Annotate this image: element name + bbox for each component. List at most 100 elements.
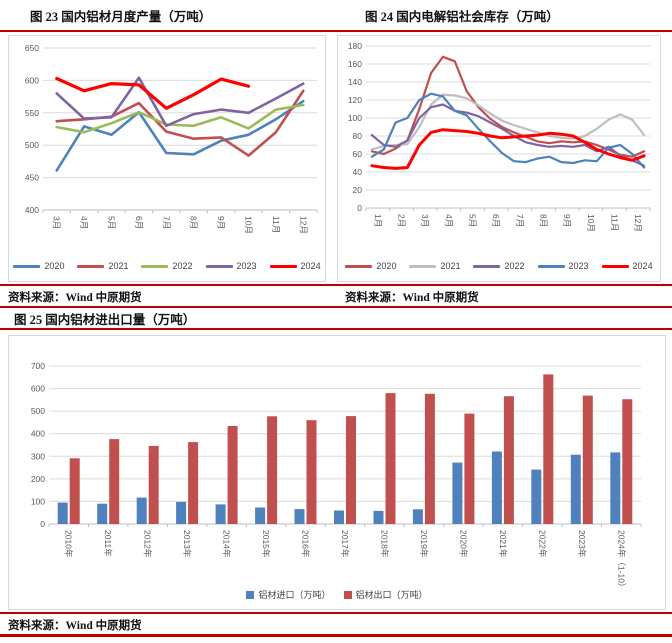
figure-titles-row: 图 23 国内铝材月度产量（万吨） 图 24 国内电解铝社会库存（万吨）: [0, 0, 672, 30]
svg-text:2017年: 2017年: [340, 530, 350, 558]
svg-text:500: 500: [25, 140, 39, 150]
bar-铝材进口（万吨）: [491, 451, 502, 524]
bar-铝材进口（万吨）: [215, 504, 226, 524]
bar-铝材进口（万吨）: [610, 452, 621, 524]
divider-top: [0, 30, 672, 32]
bar-铝材出口（万吨）: [109, 439, 120, 524]
svg-text:11月: 11月: [271, 216, 281, 233]
series-line-2024: [55, 76, 251, 110]
bar-铝材出口（万吨）: [385, 393, 396, 524]
bar-铝材出口（万吨）: [582, 395, 593, 524]
series-line-2024: [370, 128, 646, 170]
svg-text:8月: 8月: [539, 214, 549, 227]
bar-铝材进口（万吨）: [334, 510, 344, 524]
fig23-chart: 400 450 500 550 600 650 3月 4月 5月 6月 7月 8月 9月 10月 11月 12…: [8, 35, 326, 282]
svg-text:500: 500: [31, 406, 45, 416]
source-fig24: 资料来源：Wind 中原期货: [345, 291, 479, 304]
svg-text:2月: 2月: [397, 214, 407, 227]
svg-text:200: 200: [31, 474, 45, 484]
series-line-2020: [370, 55, 646, 158]
series-line-2023: [55, 76, 305, 128]
svg-text:9月: 9月: [216, 216, 226, 229]
divider-mid-1: [0, 284, 672, 286]
svg-text:2018年: 2018年: [380, 530, 390, 558]
svg-text:100: 100: [348, 113, 362, 123]
bar-铝材出口（万吨）: [464, 413, 475, 524]
bar-铝材进口（万吨）: [294, 509, 305, 524]
svg-text:140: 140: [348, 77, 362, 87]
svg-text:0: 0: [357, 203, 362, 213]
svg-text:1月: 1月: [373, 214, 383, 227]
svg-text:8月: 8月: [189, 216, 199, 229]
divider-bottom-2: [0, 634, 672, 637]
svg-text:600: 600: [31, 384, 45, 394]
bar-铝材进口（万吨）: [57, 502, 68, 524]
svg-text:40: 40: [353, 167, 363, 177]
fig24-chart: 0 20 40 60 80 100 120 140 160 180 1月 2月 3月 4月 5月 6月 7月 8月…: [337, 35, 661, 282]
series-line-2022: [55, 103, 305, 134]
svg-text:2016年: 2016年: [301, 530, 311, 558]
svg-text:4月: 4月: [444, 214, 454, 227]
svg-text:3月: 3月: [420, 214, 430, 227]
svg-text:20: 20: [353, 185, 363, 195]
svg-text:2020年: 2020年: [458, 530, 468, 558]
svg-text:11月: 11月: [610, 214, 620, 231]
fig25-title: 图 25 国内铝材进出口量（万吨）: [14, 312, 196, 327]
bar-铝材出口（万吨）: [543, 374, 554, 524]
svg-text:12月: 12月: [298, 216, 308, 234]
svg-text:2011年: 2011年: [103, 530, 113, 557]
divider-bottom-1: [0, 612, 672, 614]
fig25-chart: 0 100 200 300 400 500 600 700 2010年 2011年 2012年 201…: [8, 335, 666, 610]
svg-text:450: 450: [25, 173, 39, 183]
svg-text:300: 300: [31, 451, 45, 461]
svg-text:4月: 4月: [79, 216, 89, 229]
fig25-title-row: 图 25 国内铝材进出口量（万吨）: [0, 308, 672, 328]
svg-text:120: 120: [348, 95, 362, 105]
svg-text:12月: 12月: [633, 214, 643, 232]
svg-text:2022年: 2022年: [537, 530, 547, 558]
svg-text:60: 60: [353, 149, 363, 159]
bar-铝材出口（万吨）: [622, 399, 633, 524]
bar-铝材出口（万吨）: [424, 393, 435, 524]
svg-text:6月: 6月: [491, 214, 501, 227]
bar-铝材进口（万吨）: [531, 469, 542, 524]
svg-text:2023年: 2023年: [577, 530, 587, 558]
chart25-plot: 0 100 200 300 400 500 600 700 2010年 2011年 2012年 201…: [31, 361, 642, 591]
svg-text:2021年: 2021年: [498, 530, 508, 558]
svg-text:3月: 3月: [52, 216, 62, 229]
svg-text:5月: 5月: [107, 216, 117, 229]
bar-铝材出口（万吨）: [188, 442, 199, 524]
bar-铝材出口（万吨）: [267, 416, 278, 524]
svg-text:10月: 10月: [244, 216, 254, 234]
bar-铝材进口（万吨）: [255, 507, 266, 524]
series-line-2023: [370, 92, 646, 169]
bar-铝材出口（万吨）: [148, 445, 159, 524]
fig23-title: 图 23 国内铝材月度产量（万吨）: [30, 10, 212, 24]
svg-text:400: 400: [31, 429, 45, 439]
charts-row: 400 450 500 550 600 650 3月 4月 5月 6月 7月 8月 9月 10月 11月 12…: [0, 35, 672, 282]
fig24-title: 图 24 国内电解铝社会库存（万吨）: [365, 10, 559, 24]
svg-text:600: 600: [25, 75, 39, 85]
bar-铝材出口（万吨）: [69, 458, 80, 524]
bar-铝材出口（万吨）: [227, 426, 238, 524]
svg-text:6月: 6月: [134, 216, 144, 229]
bar-铝材进口（万吨）: [570, 454, 581, 524]
source-fig23: 资料来源：Wind 中原期货: [8, 291, 142, 304]
source-row-bottom: 资料来源：Wind 中原期货: [0, 615, 672, 634]
svg-text:7月: 7月: [515, 214, 525, 227]
svg-text:80: 80: [353, 131, 363, 141]
bar-铝材出口（万吨）: [346, 416, 356, 524]
source-row-top: 资料来源：Wind 中原期货 资料来源：Wind 中原期货: [0, 287, 672, 306]
svg-text:2024年（1-10）: 2024年（1-10）: [616, 530, 626, 591]
svg-text:100: 100: [31, 496, 45, 506]
bar-铝材出口（万吨）: [503, 396, 514, 524]
svg-text:2019年: 2019年: [419, 530, 429, 558]
divider-mid-2: [0, 306, 672, 308]
bar-铝材进口（万吨）: [452, 462, 463, 524]
bar-铝材进口（万吨）: [373, 510, 384, 524]
divider-mid-3: [0, 328, 672, 330]
svg-text:9月: 9月: [562, 214, 572, 227]
chart24-plot: 0 20 40 60 80 100 120 140 160 180 1月 2月 3月 4月 5月 6月 7月 8月…: [348, 41, 651, 232]
bar-铝材进口（万吨）: [176, 501, 187, 524]
svg-text:400: 400: [25, 205, 39, 215]
